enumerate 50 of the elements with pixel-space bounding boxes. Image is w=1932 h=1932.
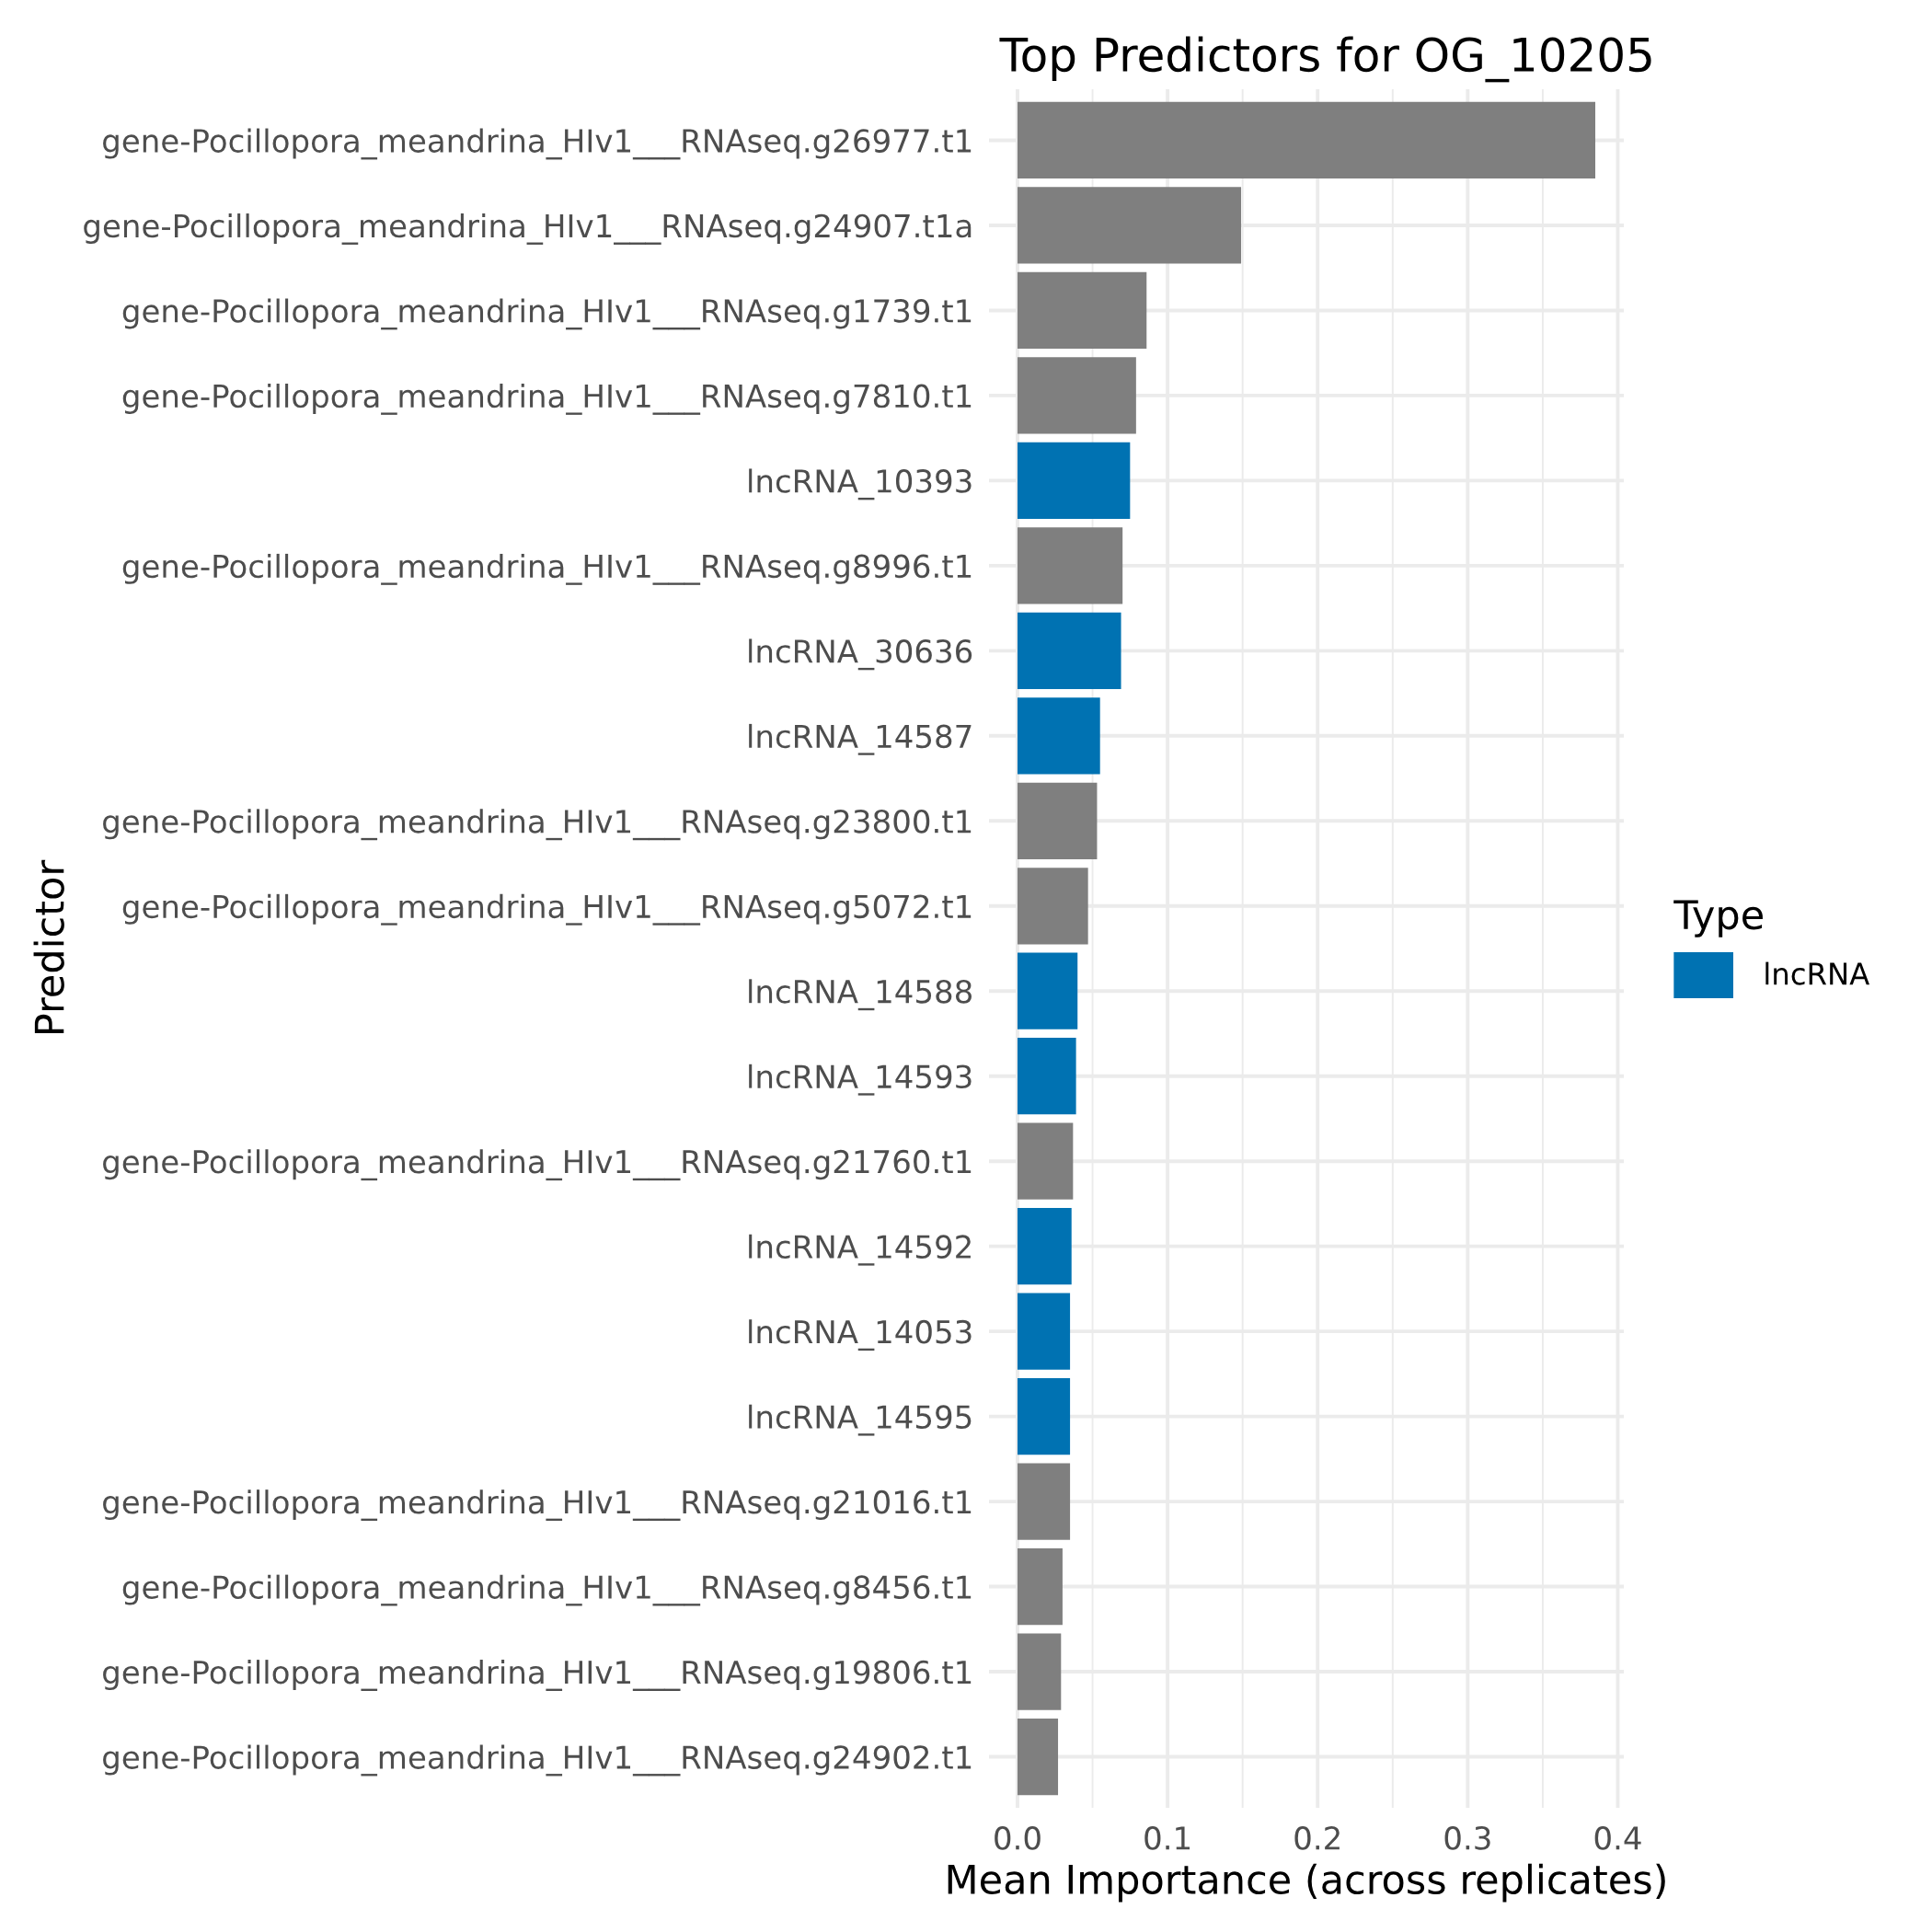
bar (1017, 1122, 1074, 1200)
y-tick-label: lncRNA_10393 (749, 468, 972, 500)
bar (1017, 1293, 1071, 1370)
y-tick-label: lncRNA_14587 (749, 723, 972, 755)
x-axis-title: Mean Importance (across replicates) (948, 1863, 1665, 1903)
y-tick-label: lncRNA_30636 (749, 638, 972, 671)
y-tick-label: gene-Pocillopora_meandrina_HIv1___RNAseq.g21016.t1 (103, 1489, 972, 1522)
bar (1017, 1378, 1071, 1455)
x-tick-label: 0.2 (1294, 1826, 1340, 1850)
y-tick-label: gene-Pocillopora_meandrina_HIv1___RNAseq.g24907.t1a (84, 213, 972, 245)
bar (1017, 1038, 1076, 1115)
bar (1017, 1718, 1059, 1796)
y-tick-label: lncRNA_14588 (749, 979, 972, 1011)
y-tick-label: gene-Pocillopora_meandrina_HIv1___RNAseq.g8996.t1 (122, 553, 972, 585)
y-tick-label: gene-Pocillopora_meandrina_HIv1___RNAseq.g21760.t1 (103, 1149, 972, 1181)
y-tick-label: gene-Pocillopora_meandrina_HIv1___RNAseq.g7810.t1 (122, 383, 972, 415)
y-tick-label: gene-Pocillopora_meandrina_HIv1___RNAseq.g19806.t1 (103, 1660, 972, 1691)
bar (1017, 527, 1123, 604)
bar (1017, 868, 1088, 945)
bar (1017, 782, 1098, 859)
bar (1017, 187, 1242, 264)
y-tick-label: lncRNA_14592 (749, 1234, 971, 1266)
chart-title: Top Predictors for OG_10205 (999, 36, 1651, 83)
x-tick-label: 0.0 (995, 1826, 1041, 1850)
y-tick-label: gene-Pocillopora_meandrina_HIv1___RNAseq.g26977.t1 (103, 128, 972, 160)
bar (1017, 101, 1596, 179)
bar (1017, 1547, 1063, 1626)
bar (1017, 697, 1100, 775)
bar (1017, 1463, 1071, 1540)
bar (1017, 952, 1078, 1029)
bar (1017, 442, 1131, 519)
y-tick-label: lncRNA_14593 (749, 1064, 972, 1096)
y-tick-label: lncRNA_14053 (749, 1319, 972, 1351)
x-tick-label: 0.4 (1594, 1826, 1641, 1850)
x-tick-label: 0.3 (1444, 1826, 1490, 1850)
bar (1017, 271, 1147, 350)
legend-title: Type (1673, 900, 1763, 937)
y-tick-label: gene-Pocillopora_meandrina_HIv1___RNAseq.g8456.t1 (122, 1574, 972, 1606)
bar (1017, 1633, 1062, 1710)
x-tick-label: 0.1 (1144, 1826, 1190, 1850)
legend-label: lncRNA (1765, 961, 1870, 985)
y-axis-title: Predictor (33, 859, 64, 1033)
y-tick-label: gene-Pocillopora_meandrina_HIv1___RNAseq.g5072.t1 (122, 893, 972, 926)
y-tick-label: gene-Pocillopora_meandrina_HIv1___RNAseq.g1739.t1 (122, 298, 972, 330)
bar (1017, 1208, 1072, 1285)
y-tick-label: lncRNA_14595 (749, 1404, 972, 1436)
y-tick-label: gene-Pocillopora_meandrina_HIv1___RNAseq.g23800.t1 (103, 809, 972, 841)
y-tick-label: gene-Pocillopora_meandrina_HIv1___RNAseq.g24902.t1 (103, 1744, 972, 1777)
bar (1017, 357, 1136, 434)
bar (1017, 612, 1121, 689)
